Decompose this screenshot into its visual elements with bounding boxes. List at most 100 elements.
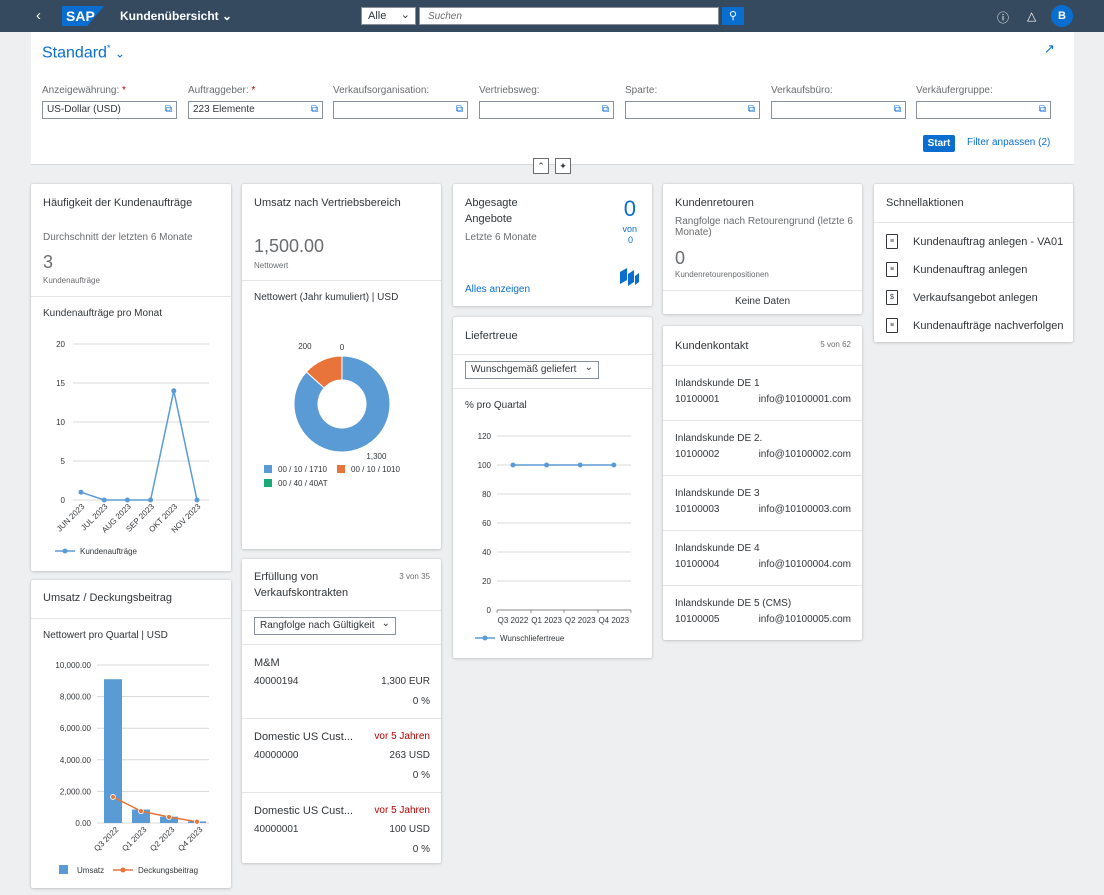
- filter-input[interactable]: US-Dollar (USD) ⧉: [42, 101, 177, 119]
- filter-input[interactable]: ⧉: [916, 101, 1051, 119]
- contact-id: 10100005: [675, 614, 720, 625]
- delivery-select[interactable]: Wunschgemäß geliefert ⌄: [465, 361, 599, 379]
- card-quick-actions[interactable]: Schnellaktionen ≡ Kundenauftrag anlegen -…: [874, 184, 1073, 342]
- card-sales-by-area[interactable]: Umsatz nach Vertriebsbereich 1,500.00 Ne…: [242, 184, 441, 549]
- legend-marker: [264, 465, 272, 473]
- search-scope-value: Alle: [368, 10, 387, 22]
- data-point: [171, 388, 177, 394]
- variant-selector[interactable]: Standard* ⌄: [42, 43, 125, 62]
- collapse-header-button[interactable]: ⌃: [533, 158, 549, 174]
- quote-total: 0: [627, 235, 633, 245]
- value-help-icon[interactable]: ⧉: [601, 104, 609, 115]
- value-help-icon[interactable]: ⧉: [164, 104, 172, 115]
- card-subtitle: Rangfolge nach Retourengrund (letzte 6 M…: [675, 216, 853, 238]
- list-item[interactable]: Inlandskunde DE 1 10100001 info@10100001.c…: [663, 366, 862, 421]
- list-item[interactable]: Domestic US Cust... vor 5 Jahren 40000001 1…: [242, 793, 441, 867]
- data-point: [78, 489, 84, 495]
- data-point: [194, 818, 200, 825]
- search-button[interactable]: ⚲: [722, 7, 744, 25]
- value-help-icon[interactable]: ⧉: [747, 104, 755, 115]
- list-item[interactable]: Inlandskunde DE 2. 10100002 info@10100002.…: [663, 421, 862, 476]
- y-tick-label: 10: [56, 418, 65, 427]
- legend-label: Deckungsbeitrag: [138, 866, 198, 875]
- chart-title: % pro Quartal: [465, 400, 527, 411]
- pin-icon: ✦: [559, 161, 567, 171]
- app-title-menu[interactable]: Kundenübersicht ⌄: [120, 9, 232, 23]
- card-rejected-quotes[interactable]: Abgesagte Angebote Letzte 6 Monate 0 von…: [453, 184, 652, 306]
- quick-action-item[interactable]: $ Verkaufsangebot anlegen: [886, 290, 1061, 310]
- contact-name: Inlandskunde DE 2.: [675, 433, 763, 444]
- search-input[interactable]: Suchen: [419, 7, 719, 25]
- help-icon[interactable]: ⓘ: [997, 11, 1010, 25]
- avatar[interactable]: B: [1051, 5, 1073, 27]
- filter-input[interactable]: ⧉: [479, 101, 614, 119]
- value-help-icon[interactable]: ⧉: [310, 104, 318, 115]
- card-title: Abgesagte Angebote: [465, 197, 518, 225]
- data-label: 200: [298, 342, 312, 351]
- filter-input[interactable]: ⧉: [333, 101, 468, 119]
- list-item[interactable]: Inlandskunde DE 4 10100004 info@10100004.c…: [663, 531, 862, 586]
- contract-id: 40000194: [254, 676, 299, 687]
- filter-label: Auftraggeber: *: [188, 85, 255, 96]
- card-subtitle: Letzte 6 Monate: [465, 232, 537, 243]
- series-line: [112, 796, 198, 823]
- quick-action-label: Kundenauftrag anlegen: [913, 264, 1028, 276]
- y-tick-label: 10,000.00: [55, 661, 91, 670]
- filter-input[interactable]: ⧉: [625, 101, 760, 119]
- contract-name: Domestic US Cust...: [254, 805, 354, 817]
- y-tick-label: 100: [478, 461, 492, 470]
- list-item[interactable]: Inlandskunde DE 5 (CMS) 10100005 info@1010…: [663, 586, 862, 641]
- adapt-filters-link[interactable]: Filter anpassen (2): [967, 137, 1051, 148]
- contact-id: 10100003: [675, 504, 720, 515]
- filter-label-text: Anzeigewährung:: [42, 85, 120, 96]
- chevron-down-icon: ⌄: [400, 9, 410, 21]
- pin-header-button[interactable]: ✦: [555, 158, 571, 174]
- share-icon[interactable]: ↗: [1044, 41, 1055, 56]
- card-customer-returns[interactable]: Kundenretouren Rangfolge nach Retourengr…: [663, 184, 862, 314]
- x-tick-label: Q3 2022: [92, 825, 120, 853]
- notification-bell-icon[interactable]: △: [1027, 9, 1037, 23]
- list-item[interactable]: M&M 40000194 1,300 EUR 0 %: [242, 645, 441, 719]
- value-help-icon[interactable]: ⧉: [455, 104, 463, 115]
- legend-marker: [337, 465, 345, 473]
- data-point: [544, 462, 550, 468]
- legend-point-marker: [482, 635, 488, 641]
- filter-label: Sparte:: [625, 85, 657, 96]
- filter-label: Vertriebsweg:: [479, 85, 540, 96]
- list-item[interactable]: Inlandskunde DE 3 10100003 info@10100003.c…: [663, 476, 862, 531]
- y-tick-label: 20: [482, 577, 491, 586]
- kpi-value: 3: [43, 252, 54, 272]
- show-all-link[interactable]: Alles anzeigen: [465, 284, 531, 295]
- document-icon: ≡: [886, 262, 898, 277]
- y-tick-label: 80: [482, 490, 491, 499]
- data-point: [577, 462, 583, 468]
- chevron-down-icon: ⌄: [222, 9, 233, 23]
- chart-title: Nettowert (Jahr kumuliert) | USD: [254, 292, 399, 303]
- chevron-down-icon: ⌄: [114, 46, 125, 61]
- search-scope-select[interactable]: Alle ⌄: [361, 7, 416, 25]
- card-sales-contracts[interactable]: Erfüllung von Verkaufskontrakten 3 von 3…: [242, 559, 441, 863]
- required-marker: *: [119, 85, 126, 96]
- quick-action-item[interactable]: ≡ Kundenaufträge nachverfolgen: [886, 318, 1063, 338]
- value-help-icon[interactable]: ⧉: [893, 104, 901, 115]
- contract-name: Domestic US Cust...: [254, 731, 354, 743]
- sap-logo[interactable]: SAP: [62, 6, 104, 26]
- x-tick-label: Q4 2023: [598, 616, 629, 625]
- back-button[interactable]: ‹: [36, 7, 41, 24]
- list-item[interactable]: Domestic US Cust... vor 5 Jahren 40000000 2…: [242, 719, 441, 793]
- card-order-frequency[interactable]: Häufigkeit der Kundenaufträge Durchschni…: [31, 184, 231, 571]
- x-tick-label: Q4 2023: [176, 825, 204, 853]
- quick-action-item[interactable]: ≡ Kundenauftrag anlegen: [886, 262, 1061, 282]
- card-revenue-contribution[interactable]: Umsatz / Deckungsbeitrag Nettowert pro Q…: [31, 580, 231, 888]
- filter-input[interactable]: 223 Elemente ⧉: [188, 101, 323, 119]
- contracts-sort-select[interactable]: Rangfolge nach Gültigkeit ⌄: [254, 617, 396, 635]
- filter-input[interactable]: ⧉: [771, 101, 906, 119]
- x-tick-label: Q1 2023: [531, 616, 562, 625]
- sales-donut-chart: 1,300 200 0 00 / 10 / 1710 00 / 10 / 1010 00 …: [264, 342, 400, 488]
- card-customer-contacts[interactable]: Kundenkontakt 5 von 62 Inlandskunde DE 1…: [663, 326, 862, 640]
- card-delivery-performance[interactable]: Liefertreue Wunschgemäß geliefert ⌄ % pro…: [453, 317, 652, 658]
- start-button[interactable]: Start: [923, 135, 955, 152]
- quick-action-item[interactable]: ≡ Kundenauftrag anlegen - VA01: [886, 234, 1063, 254]
- value-help-icon[interactable]: ⧉: [1038, 104, 1046, 115]
